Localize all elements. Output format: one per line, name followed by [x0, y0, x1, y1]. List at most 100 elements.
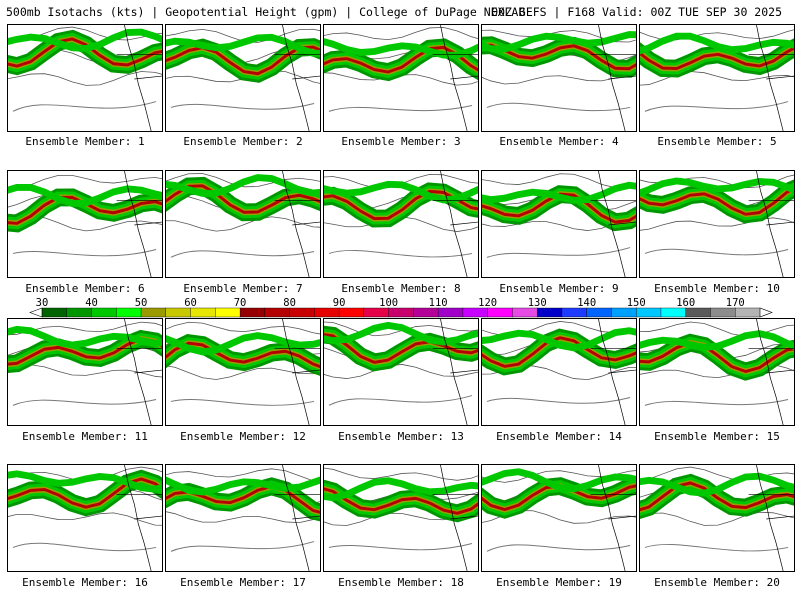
- colorbar-swatch: [190, 307, 216, 318]
- wind-height-map: [640, 171, 794, 277]
- colorbar-tick-label: 100: [379, 297, 399, 309]
- ensemble-member-caption: Ensemble Member: 7: [183, 282, 303, 295]
- colorbar-tick-label: 70: [233, 297, 247, 309]
- jet-stream-isotach: [166, 476, 320, 496]
- colorbar-swatch: [289, 307, 315, 318]
- wind-height-map: [324, 319, 478, 425]
- ensemble-member-caption: Ensemble Member: 3: [341, 135, 461, 148]
- colorbar-swatch: [264, 307, 291, 318]
- colorbar-swatch: [66, 307, 93, 318]
- jet-stream-isotach: [324, 38, 478, 59]
- wind-height-map: [8, 171, 162, 277]
- jet-stream-isotach: [482, 468, 636, 493]
- colorbar-swatch: [735, 307, 761, 318]
- jet-stream-isotach: [324, 477, 478, 502]
- height-contour: [166, 365, 320, 380]
- height-contour: [166, 173, 320, 188]
- colorbar-tick-label: 50: [134, 297, 148, 309]
- coastline: [116, 25, 162, 131]
- colorbar-swatch: [314, 307, 340, 318]
- jet-stream-isotach: [640, 330, 794, 351]
- jet-stream-isotach: [8, 477, 162, 509]
- colorbar-tick-label: 160: [676, 297, 696, 309]
- jet-stream-isotach: [640, 341, 794, 374]
- jet-stream-isotach: [166, 332, 320, 356]
- wind-height-map: [482, 319, 636, 425]
- height-contour: [644, 543, 789, 552]
- ensemble-map-panel: [639, 464, 795, 572]
- jet-stream-isotach: [640, 46, 794, 71]
- colorbar-swatch: [165, 307, 192, 318]
- wind-height-map: [324, 171, 478, 277]
- height-contour: [486, 544, 631, 552]
- coastline: [274, 171, 320, 277]
- height-contour: [644, 101, 789, 112]
- header-title: 500mb Isotachs (kts) | Geopotential Heig…: [6, 5, 526, 19]
- height-contour: [170, 250, 315, 258]
- ensemble-member-caption: Ensemble Member: 1: [25, 135, 145, 148]
- ensemble-member-caption: Ensemble Member: 18: [338, 576, 464, 589]
- ensemble-member-caption: Ensemble Member: 20: [654, 576, 780, 589]
- coastline: [116, 319, 162, 425]
- height-contour: [170, 399, 315, 406]
- wind-height-map: [640, 465, 794, 571]
- wind-height-map: [8, 25, 162, 131]
- jet-stream-isotach: [8, 325, 162, 349]
- colorbar-tick-label: 130: [527, 297, 547, 309]
- height-contour: [12, 249, 157, 257]
- coastline: [748, 319, 794, 425]
- colorbar-tick-label: 80: [283, 297, 296, 309]
- height-contour: [640, 466, 794, 481]
- jet-stream-isotach: [640, 32, 794, 55]
- wind-height-map: [640, 25, 794, 131]
- height-contour: [12, 399, 157, 406]
- jet-stream-isotach: [166, 33, 320, 57]
- ensemble-map-panel: [323, 24, 479, 132]
- jet-stream-isotach: [8, 37, 162, 68]
- jet-stream-isotach: [8, 183, 162, 207]
- coastline: [116, 465, 162, 571]
- coastline: [432, 25, 478, 131]
- colorbar-tick-label: 140: [577, 297, 597, 309]
- colorbar-arrow: [759, 307, 773, 318]
- ensemble-member-caption: Ensemble Member: 10: [654, 282, 780, 295]
- colorbar-tick-label: 40: [85, 297, 98, 309]
- jet-stream-isotach: [640, 177, 794, 197]
- height-contour: [328, 105, 473, 112]
- colorbar-tick-label: 170: [725, 297, 745, 309]
- colorbar-swatch: [685, 307, 711, 318]
- colorbar-swatch: [611, 307, 637, 318]
- height-contour: [170, 103, 315, 110]
- coastline: [274, 319, 320, 425]
- wind-height-map: [166, 319, 320, 425]
- coastline: [274, 465, 320, 571]
- coastline: [274, 25, 320, 131]
- jet-stream-isotach: [640, 481, 794, 512]
- ensemble-member-caption: Ensemble Member: 16: [22, 576, 148, 589]
- colorbar-swatch: [660, 307, 687, 318]
- jet-stream-isotach: [482, 31, 636, 53]
- jet-stream-isotach: [8, 470, 162, 493]
- height-contour: [486, 397, 631, 404]
- colorbar-swatch: [338, 307, 365, 318]
- ensemble-member-caption: Ensemble Member: 4: [499, 135, 619, 148]
- colorbar-tick-label: 150: [626, 297, 646, 309]
- ensemble-map-panel: [165, 318, 321, 426]
- colorbar-swatch: [487, 307, 513, 318]
- colorbar-swatch: [413, 307, 439, 318]
- coastline: [590, 25, 636, 131]
- ensemble-map-panel: [165, 170, 321, 278]
- colorbar-swatch: [586, 307, 612, 318]
- colorbar-swatch: [512, 307, 538, 318]
- height-contour: [486, 102, 631, 112]
- ensemble-map-panel: [639, 318, 795, 426]
- ensemble-map-panel: [323, 318, 479, 426]
- jet-stream-isotach: [324, 321, 478, 346]
- ensemble-member-caption: Ensemble Member: 6: [25, 282, 145, 295]
- colorbar-swatch: [536, 307, 563, 318]
- height-contour: [8, 71, 162, 86]
- jet-stream-isotach: [640, 472, 794, 497]
- colorbar-arrow: [29, 307, 43, 318]
- ensemble-map-panel: [165, 24, 321, 132]
- jet-stream-isotach: [482, 181, 636, 204]
